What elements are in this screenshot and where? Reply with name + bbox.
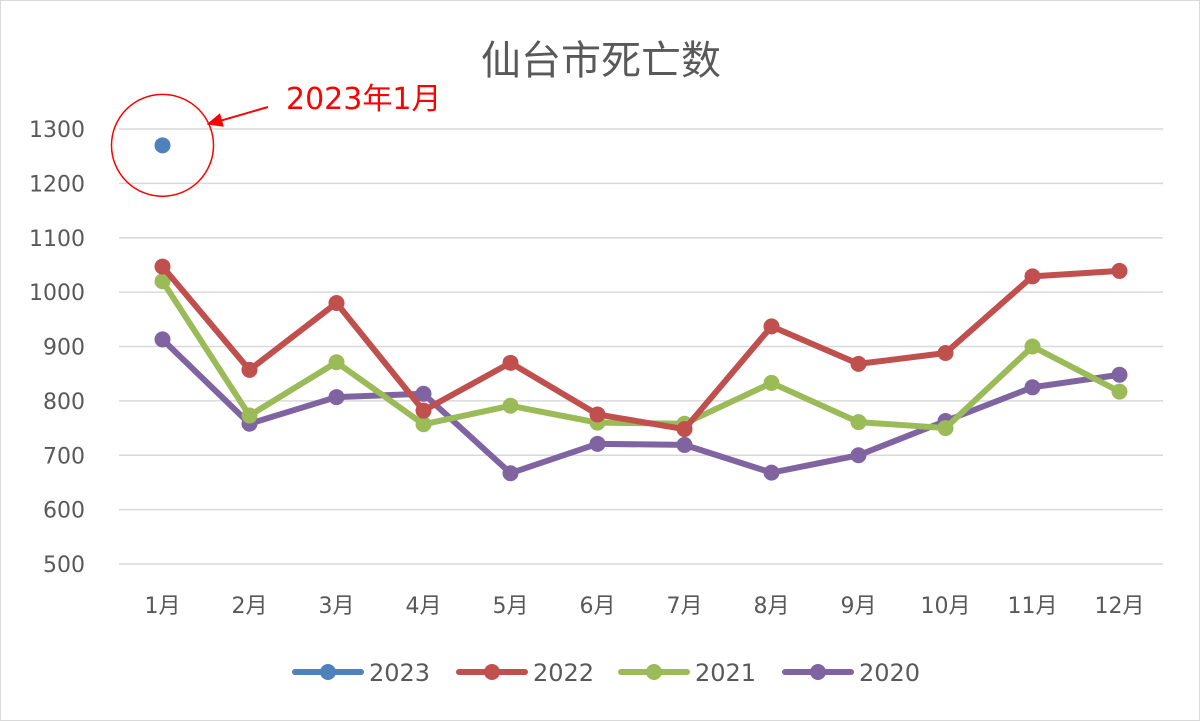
gridlines bbox=[119, 128, 1163, 565]
data-point bbox=[1111, 383, 1128, 400]
x-tick-label: 7月 bbox=[667, 594, 703, 619]
chart-title: 仙台市死亡数 bbox=[481, 38, 721, 84]
x-tick-label: 1月 bbox=[145, 594, 181, 619]
data-point bbox=[937, 420, 954, 437]
y-tick-label: 600 bbox=[43, 499, 85, 524]
data-point bbox=[328, 389, 345, 406]
y-tick-label: 1000 bbox=[29, 281, 85, 306]
series-line-2020 bbox=[159, 336, 1123, 477]
y-axis-ticks: 500 600 700 800 900 1000 1100 1200 1300 bbox=[29, 118, 85, 578]
x-tick-label: 9月 bbox=[841, 594, 877, 619]
series-2023 bbox=[154, 137, 171, 154]
data-point bbox=[502, 354, 519, 371]
annotation-label: 2023年1月 bbox=[286, 82, 441, 117]
legend-label: 2021 bbox=[695, 659, 756, 687]
x-tick-label: 6月 bbox=[580, 594, 616, 619]
data-point bbox=[850, 414, 867, 431]
series-2020 bbox=[154, 331, 1128, 482]
legend-item-2023: 2023 bbox=[292, 659, 430, 687]
data-point bbox=[415, 385, 432, 402]
x-tick-label: 5月 bbox=[493, 594, 529, 619]
legend-marker bbox=[320, 664, 336, 680]
data-point bbox=[415, 402, 432, 419]
annotation-arrow-line bbox=[218, 106, 269, 123]
data-point bbox=[1024, 338, 1041, 355]
data-point bbox=[589, 406, 606, 423]
data-point bbox=[154, 273, 171, 290]
y-tick-label: 1100 bbox=[29, 227, 85, 252]
y-tick-label: 800 bbox=[43, 390, 85, 415]
series-2022 bbox=[154, 258, 1128, 438]
data-point bbox=[1111, 262, 1128, 279]
x-tick-label: 12月 bbox=[1095, 594, 1145, 619]
data-point bbox=[502, 397, 519, 414]
legend-label: 2023 bbox=[369, 659, 430, 687]
legend-marker bbox=[646, 664, 662, 680]
legend: 2023 2022 2021 2020 bbox=[292, 659, 920, 687]
data-point bbox=[763, 318, 780, 335]
data-point bbox=[850, 447, 867, 464]
data-point bbox=[154, 137, 171, 154]
x-tick-label: 3月 bbox=[319, 594, 355, 619]
annotation-arrowhead bbox=[206, 113, 224, 127]
series-line-2022 bbox=[159, 263, 1123, 433]
annotation: 2023年1月 bbox=[110, 82, 441, 198]
y-tick-label: 700 bbox=[43, 444, 85, 469]
data-point bbox=[241, 361, 258, 378]
legend-item-2020: 2020 bbox=[782, 659, 920, 687]
x-tick-label: 10月 bbox=[921, 594, 971, 619]
legend-marker bbox=[484, 664, 500, 680]
data-point bbox=[1024, 268, 1041, 285]
y-tick-label: 500 bbox=[43, 553, 85, 578]
legend-item-2021: 2021 bbox=[618, 659, 756, 687]
x-tick-label: 8月 bbox=[754, 594, 790, 619]
data-point bbox=[676, 421, 693, 438]
legend-label: 2020 bbox=[859, 659, 920, 687]
data-point bbox=[850, 355, 867, 372]
annotation-circle bbox=[110, 93, 215, 198]
data-point bbox=[589, 435, 606, 452]
data-point bbox=[676, 436, 693, 453]
y-tick-label: 1200 bbox=[29, 172, 85, 197]
legend-label: 2022 bbox=[533, 659, 594, 687]
series-group bbox=[154, 137, 1128, 482]
data-point bbox=[241, 407, 258, 424]
y-tick-label: 1300 bbox=[29, 118, 85, 143]
x-axis-ticks: 1月 2月 3月 4月 5月 6月 7月 8月 9月 10月 11月 12月 bbox=[145, 594, 1145, 619]
data-point bbox=[1024, 379, 1041, 396]
data-point bbox=[763, 464, 780, 481]
data-point bbox=[1111, 366, 1128, 383]
data-point bbox=[763, 374, 780, 391]
data-point bbox=[154, 258, 171, 275]
data-point bbox=[937, 345, 954, 362]
data-point bbox=[154, 331, 171, 348]
data-point bbox=[415, 416, 432, 433]
x-tick-label: 4月 bbox=[406, 594, 442, 619]
series-2021 bbox=[154, 273, 1128, 437]
data-point bbox=[502, 465, 519, 482]
data-point bbox=[328, 354, 345, 371]
x-tick-label: 11月 bbox=[1008, 594, 1058, 619]
y-tick-label: 900 bbox=[43, 336, 85, 361]
legend-marker bbox=[810, 664, 826, 680]
legend-item-2022: 2022 bbox=[456, 659, 594, 687]
x-tick-label: 2月 bbox=[232, 594, 268, 619]
data-point bbox=[328, 295, 345, 311]
